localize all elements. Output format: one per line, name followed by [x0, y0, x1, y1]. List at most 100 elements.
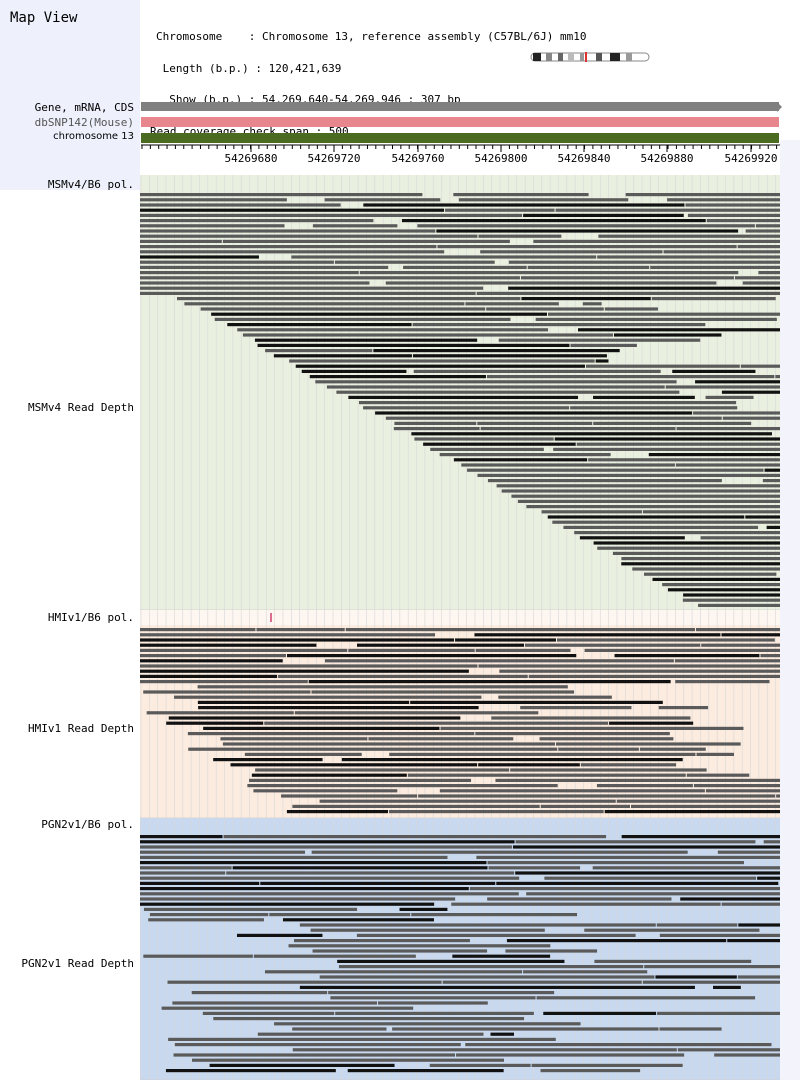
sequence-read	[696, 752, 735, 756]
sequence-read	[520, 276, 734, 280]
sequence-read	[758, 271, 800, 275]
sequence-read	[140, 850, 305, 854]
sequence-read	[584, 648, 800, 652]
sequence-read	[613, 333, 722, 337]
sequence-read	[705, 789, 800, 793]
sequence-read	[480, 250, 663, 254]
sequence-read	[521, 297, 651, 301]
sequence-read	[478, 234, 562, 238]
sequence-read	[527, 265, 650, 269]
sequence-read	[465, 302, 559, 306]
sequence-read	[140, 250, 445, 254]
sequence-read	[547, 515, 745, 519]
ruler-tick-label: 54269680	[224, 152, 278, 165]
sequence-read	[338, 965, 644, 969]
sequence-read	[197, 700, 410, 704]
gene-track-bar[interactable]	[141, 102, 779, 111]
sequence-read	[582, 302, 602, 306]
sequence-read	[140, 897, 456, 901]
sequence-read	[172, 1001, 378, 1005]
sequence-read	[595, 359, 609, 363]
sequence-read	[312, 224, 398, 228]
sequence-read	[140, 203, 341, 207]
sequence-read	[667, 588, 800, 592]
sequence-read	[166, 721, 264, 725]
sequence-read	[375, 411, 693, 415]
length-info: Length (b.p.) : 120,421,639	[156, 61, 342, 75]
sequence-read	[477, 473, 800, 477]
sequence-read	[685, 203, 800, 207]
sequence-read	[191, 991, 328, 995]
sequence-read	[594, 959, 752, 963]
sequence-read	[717, 850, 800, 854]
sequence-read	[580, 763, 677, 767]
sequence-read	[335, 1011, 534, 1015]
sequence-read	[232, 866, 488, 870]
sequence-read	[282, 918, 434, 922]
sequence-read	[680, 897, 800, 901]
sequence-read	[456, 1053, 685, 1057]
sequence-read	[721, 902, 800, 906]
sequence-read	[496, 484, 800, 488]
sequence-read	[687, 213, 800, 217]
sequence-read	[593, 541, 800, 545]
sequence-read	[174, 1043, 461, 1047]
sequence-read	[451, 902, 721, 906]
sequence-read	[555, 208, 800, 212]
sequence-read	[515, 871, 800, 875]
sequence-read	[675, 463, 800, 467]
sequence-read	[363, 406, 570, 410]
sequence-read	[440, 726, 744, 730]
pgn2v1-depth-label: PGN2v1 Read Depth	[21, 957, 134, 970]
dbsnp-track-bar[interactable]	[141, 117, 779, 127]
sequence-read	[294, 711, 539, 715]
chromosome-ideogram[interactable]	[530, 52, 650, 62]
sequence-read	[651, 297, 776, 301]
sequence-read	[378, 1001, 488, 1005]
sequence-read	[455, 638, 556, 642]
sequence-read	[385, 416, 722, 420]
sequence-read	[476, 855, 798, 859]
sequence-read	[140, 198, 287, 202]
sequence-read	[609, 721, 694, 725]
sequence-read	[140, 866, 232, 870]
sequence-read	[677, 1048, 800, 1052]
sequence-read	[274, 1022, 581, 1026]
sequence-read	[578, 328, 800, 332]
sequence-read	[392, 1027, 659, 1031]
sequence-read	[665, 385, 797, 389]
sequence-read	[328, 991, 555, 995]
sequence-read	[299, 985, 695, 989]
sequence-read	[632, 567, 800, 571]
sequence-read	[658, 706, 709, 710]
sequence-read	[407, 773, 686, 777]
sequence-read	[184, 302, 465, 306]
sequence-read	[254, 338, 478, 342]
sequence-read	[140, 881, 260, 885]
sequence-read	[223, 835, 607, 839]
sequence-read	[721, 390, 792, 394]
sequence-read	[523, 213, 684, 217]
sequence-read	[411, 432, 772, 436]
sequence-read	[336, 390, 680, 394]
sequence-read	[657, 1011, 782, 1015]
sequence-read	[531, 1063, 683, 1067]
sequence-read	[584, 928, 760, 932]
sequence-read	[476, 291, 800, 295]
sequence-read	[330, 996, 536, 1000]
sequence-read	[745, 515, 800, 519]
sequence-read	[487, 479, 722, 483]
sequence-read	[202, 1011, 335, 1015]
sequence-read	[528, 674, 800, 678]
sequence-read	[439, 453, 611, 457]
dbsnp-track-label: dbSNP142(Mouse)	[34, 116, 134, 129]
sequence-read	[324, 659, 674, 663]
sequence-read	[621, 557, 800, 561]
sequence-read	[465, 1043, 772, 1047]
sequence-read	[445, 208, 555, 212]
sequence-read	[525, 643, 701, 647]
sequence-read	[621, 835, 800, 839]
sequence-read	[552, 520, 800, 524]
ruler-tick-label: 54269880	[640, 152, 694, 165]
chromosome-track-bar[interactable]	[141, 133, 779, 143]
